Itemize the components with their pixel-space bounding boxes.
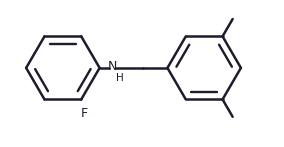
Text: N: N xyxy=(108,60,117,73)
Text: H: H xyxy=(116,73,123,83)
Text: F: F xyxy=(80,107,88,120)
